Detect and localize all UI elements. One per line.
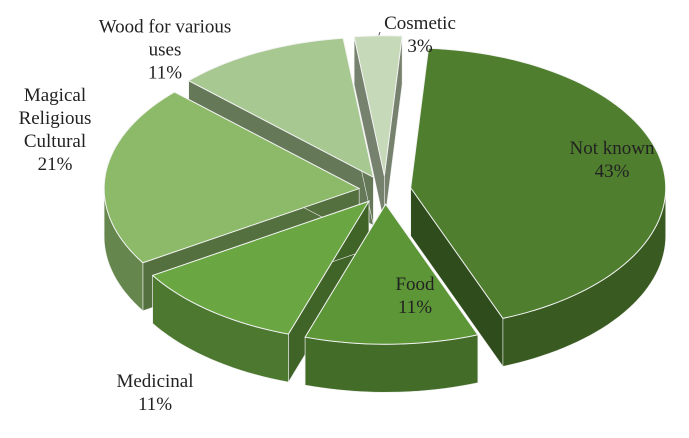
category-label: Not known [569, 138, 655, 159]
value-label: 11% [397, 297, 433, 318]
slice [304, 203, 479, 393]
slice-label: Cosmetic 3% [365, 12, 475, 58]
slice-top [304, 203, 479, 345]
slice-label: Food 11% [370, 273, 460, 319]
slice-label: Wood for various uses 11% [90, 16, 240, 85]
value-label: 3% [407, 36, 433, 57]
slice-label: Magical Religious Cultural 21% [5, 84, 105, 176]
value-label: 11% [137, 394, 173, 415]
value-label: 43% [594, 161, 630, 182]
category-label: Food [395, 274, 435, 295]
slice [410, 47, 667, 368]
slice-top [187, 37, 375, 179]
slice-top [103, 91, 361, 264]
value-label: 21% [37, 154, 73, 175]
category-label: Cosmetic [384, 13, 456, 34]
value-label: 11% [147, 62, 183, 84]
slice-top [410, 47, 667, 319]
slice [353, 35, 403, 224]
slice-top [353, 35, 403, 176]
category-label: Wood for various uses [98, 16, 232, 61]
slice-label: Not known 43% [532, 137, 689, 183]
slice [151, 200, 371, 384]
slice-label: Medicinal 11% [85, 370, 225, 416]
slice-top [151, 200, 371, 335]
category-label: Magical Religious Cultural [18, 85, 92, 152]
category-label: Medicinal [116, 371, 194, 392]
